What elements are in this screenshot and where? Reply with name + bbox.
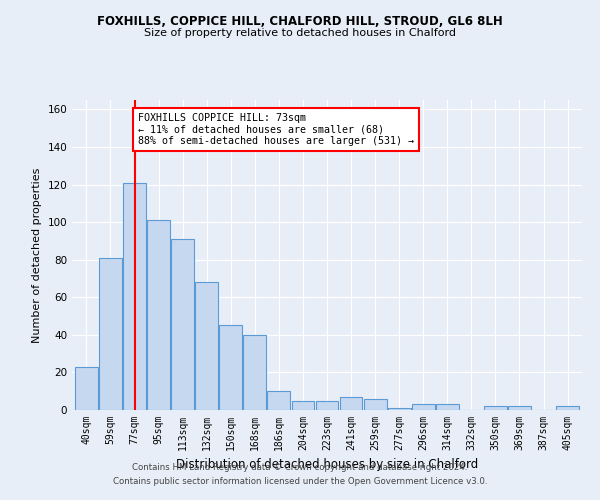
Text: Contains HM Land Registry data © Crown copyright and database right 2024.: Contains HM Land Registry data © Crown c… — [132, 464, 468, 472]
Bar — [340, 397, 362, 410]
Bar — [123, 182, 146, 410]
Bar — [484, 406, 507, 410]
Bar — [292, 400, 314, 410]
Bar — [508, 406, 531, 410]
Bar — [388, 408, 410, 410]
Bar — [268, 391, 290, 410]
Text: Size of property relative to detached houses in Chalford: Size of property relative to detached ho… — [144, 28, 456, 38]
Text: Contains public sector information licensed under the Open Government Licence v3: Contains public sector information licen… — [113, 477, 487, 486]
Bar — [412, 404, 434, 410]
Bar — [244, 335, 266, 410]
Bar — [171, 239, 194, 410]
Bar — [220, 326, 242, 410]
Bar — [99, 258, 122, 410]
Bar — [364, 398, 386, 410]
Bar — [316, 400, 338, 410]
Bar — [556, 406, 579, 410]
Bar — [75, 367, 98, 410]
Bar — [147, 220, 170, 410]
Text: FOXHILLS, COPPICE HILL, CHALFORD HILL, STROUD, GL6 8LH: FOXHILLS, COPPICE HILL, CHALFORD HILL, S… — [97, 15, 503, 28]
Bar — [436, 404, 459, 410]
Bar — [195, 282, 218, 410]
Text: FOXHILLS COPPICE HILL: 73sqm
← 11% of detached houses are smaller (68)
88% of se: FOXHILLS COPPICE HILL: 73sqm ← 11% of de… — [138, 113, 414, 146]
X-axis label: Distribution of detached houses by size in Chalford: Distribution of detached houses by size … — [176, 458, 478, 471]
Y-axis label: Number of detached properties: Number of detached properties — [32, 168, 42, 342]
